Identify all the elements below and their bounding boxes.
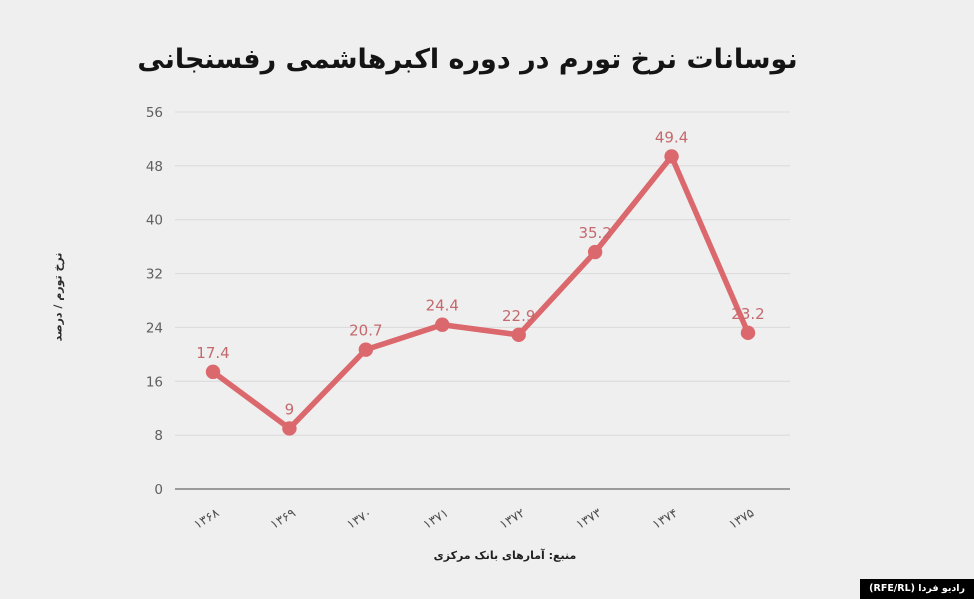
data-point [587,244,603,260]
x-axis-tick-labels: ۱۳۶۸ ۱۳۶۹ ۱۳۷۰ ۱۳۷۱ ۱۳۷۲ ۱۳۷۳ ۱۳۷۴ ۱۳۷۵ [191,505,757,532]
data-point-label: 23.2 [731,305,764,323]
data-point-label: 35.2 [578,224,611,242]
x-tick-label: ۱۳۷۳ [573,505,604,532]
data-point-label: 20.7 [349,322,382,340]
source-note: منبع: آمارهای بانک مرکزی [433,549,577,562]
x-tick-label: ۱۳۷۰ [344,505,375,532]
data-point-label: 9 [285,400,295,418]
y-axis-tick-labels: 0 8 16 24 32 40 48 56 [146,105,163,498]
x-tick-label: ۱۳۷۱ [420,505,451,532]
x-tick-label: ۱۳۷۵ [726,505,757,532]
y-tick-label: 48 [146,159,163,175]
data-point [282,421,297,436]
x-tick-label: ۱۳۷۲ [497,505,528,532]
data-point [511,327,526,343]
data-point [358,342,374,357]
series-line [210,153,751,432]
rferl-brand-badge: (RFE/RL) رادیو فردا [860,578,974,599]
data-point-label: 24.4 [426,297,459,315]
data-point-label: 49.4 [655,128,688,146]
y-tick-label: 0 [154,482,163,498]
y-tick-label: 56 [146,105,163,121]
y-tick-label: 24 [146,320,163,336]
y-tick-label: 8 [154,428,163,444]
x-tick-label: ۱۳۶۹ [267,505,298,532]
chart-title: نوسانات نرخ تورم در دوره اکبرهاشمی رفسنج… [137,44,798,75]
gridlines [175,111,790,490]
data-point-label: 17.4 [196,344,229,362]
data-point [435,317,450,332]
data-point [664,149,679,164]
data-point-label: 22.9 [502,307,535,325]
y-tick-label: 16 [146,374,163,390]
data-point [740,325,756,341]
data-point [205,364,221,380]
x-tick-label: ۱۳۷۴ [649,505,680,532]
data-points [205,149,756,436]
data-point-labels: 17.4 9 20.7 24.4 22.9 35.2 49.4 23.2 [196,128,764,418]
y-tick-label: 40 [146,213,163,229]
y-tick-label: 32 [146,267,163,283]
x-tick-label: ۱۳۶۸ [191,505,222,532]
